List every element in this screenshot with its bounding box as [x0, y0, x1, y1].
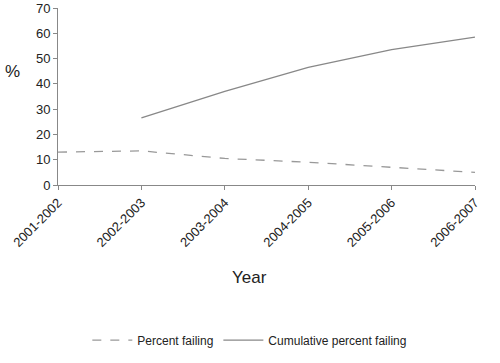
svg-text:2006-2007: 2006-2007	[427, 195, 482, 250]
svg-text:2005-2006: 2005-2006	[344, 195, 399, 250]
svg-text:2003-2004: 2003-2004	[177, 195, 232, 250]
svg-text:Percent failing: Percent failing	[137, 334, 213, 348]
svg-text:60: 60	[36, 26, 50, 41]
svg-text:10: 10	[36, 152, 50, 167]
svg-text:2004-2005: 2004-2005	[260, 195, 315, 250]
svg-text:2002-2003: 2002-2003	[94, 195, 149, 250]
svg-text:50: 50	[36, 51, 50, 66]
svg-text:2001-2002: 2001-2002	[10, 195, 65, 250]
svg-text:70: 70	[36, 1, 50, 16]
svg-text:Year: Year	[232, 268, 267, 287]
svg-text:Cumulative percent failing: Cumulative percent failing	[268, 334, 406, 348]
svg-text:0: 0	[43, 178, 50, 193]
svg-text:%: %	[5, 62, 20, 81]
svg-text:40: 40	[36, 76, 50, 91]
svg-text:20: 20	[36, 127, 50, 142]
svg-text:30: 30	[36, 102, 50, 117]
